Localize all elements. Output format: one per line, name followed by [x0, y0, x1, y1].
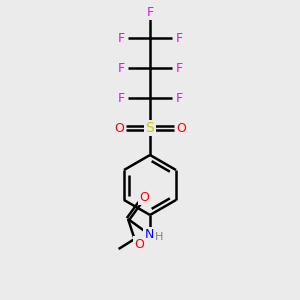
Text: F: F — [117, 61, 124, 74]
Text: F: F — [176, 32, 183, 44]
Text: F: F — [176, 61, 183, 74]
Text: H: H — [155, 232, 163, 242]
Text: F: F — [117, 32, 124, 44]
Text: O: O — [114, 122, 124, 134]
Text: S: S — [146, 121, 154, 135]
Text: F: F — [117, 92, 124, 104]
Text: O: O — [176, 122, 186, 134]
Text: N: N — [144, 229, 154, 242]
Text: F: F — [146, 5, 154, 19]
Text: O: O — [139, 191, 149, 204]
Text: O: O — [135, 238, 145, 250]
Text: F: F — [176, 92, 183, 104]
